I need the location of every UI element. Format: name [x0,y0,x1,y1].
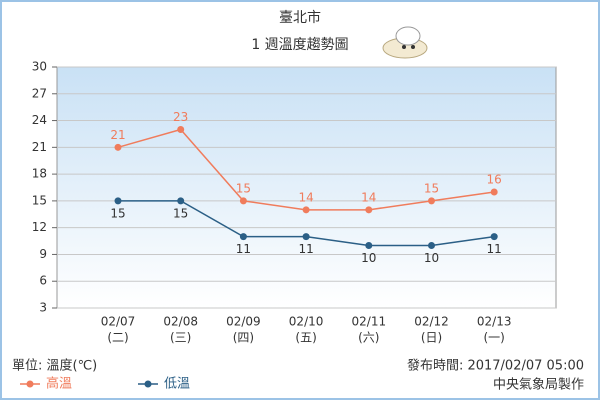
y-tick-label: 30 [32,60,47,74]
data-label: 11 [298,242,313,256]
y-tick-label: 12 [32,220,47,234]
point [177,125,185,133]
data-label: 15 [236,181,251,195]
point [365,206,373,214]
y-tick-label: 9 [39,247,47,261]
x-tick-label: 02/10 [289,315,324,329]
plot-area [56,66,557,309]
legend-marker [26,380,34,388]
data-label: 16 [487,172,502,186]
data-label: 10 [361,251,376,265]
point [365,242,373,250]
legend-marker [144,380,152,388]
point [302,206,310,214]
point [114,197,122,205]
point [490,233,498,241]
y-tick-label: 21 [32,140,47,154]
x-weekday-label: (六) [358,331,379,345]
x-tick-label: 02/07 [101,315,136,329]
point [428,197,435,205]
data-label: 14 [361,190,376,204]
x-weekday-label: (五) [295,331,316,345]
y-tick-label: 6 [39,274,47,288]
x-tick-label: 02/08 [163,315,198,329]
y-tick-label: 24 [32,113,47,127]
point [428,242,435,250]
chart-title: 臺北市 [279,9,321,26]
x-tick-label: 02/12 [414,315,449,329]
data-label: 21 [110,128,125,142]
chart-subtitle: 1 週溫度趨勢圖 [251,37,348,53]
issued-label: 發布時間: 2017/02/07 05:00 [407,359,584,374]
x-tick-label: 02/13 [477,315,512,329]
y-tick-label: 18 [32,167,47,181]
mascot [382,26,428,59]
credit-label: 中央氣象局製作 [493,378,584,393]
x-weekday-label: (日) [421,331,442,345]
legend-label: 高溫 [46,376,72,392]
x-weekday-label: (一) [484,331,505,345]
data-label: 10 [424,251,439,265]
x-tick-label: 02/09 [226,315,261,329]
data-label: 15 [110,206,125,220]
data-label: 11 [236,242,251,256]
y-tick-label: 3 [39,301,47,315]
y-tick-label: 15 [32,193,47,207]
point [302,233,310,241]
point [239,197,247,205]
point [239,233,247,241]
data-label: 15 [424,181,439,195]
data-label: 14 [298,190,313,204]
y-tick-label: 27 [32,86,47,100]
data-label: 15 [173,206,188,220]
x-tick-label: 02/11 [352,315,387,329]
point [114,143,122,151]
data-label: 11 [487,242,502,256]
point [490,188,498,196]
data-label: 23 [173,110,188,124]
x-weekday-label: (四) [233,331,254,345]
x-weekday-label: (三) [170,331,191,345]
unit-label: 單位: 溫度(℃) [12,358,97,374]
point [177,197,185,205]
legend-label: 低溫 [164,377,190,392]
x-weekday-label: (二) [107,331,128,345]
